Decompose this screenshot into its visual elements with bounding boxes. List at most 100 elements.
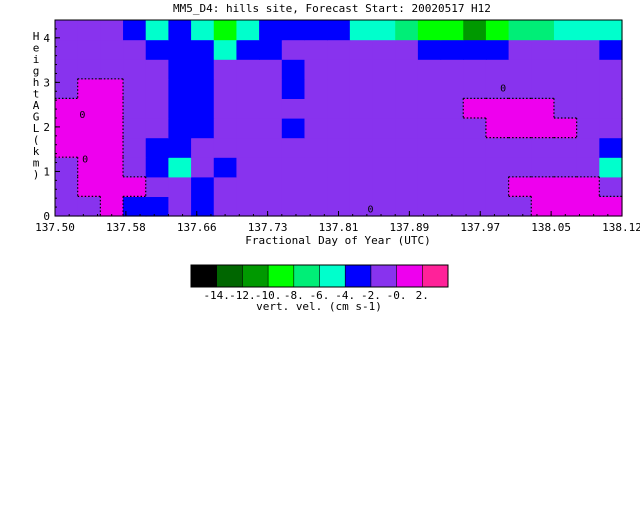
field-cell (576, 118, 600, 139)
field-cell (213, 176, 238, 197)
field-cell (553, 98, 578, 119)
field-cell (304, 118, 328, 139)
field-cell (417, 39, 442, 60)
field-cell (123, 118, 147, 139)
field-cell (259, 98, 283, 119)
field-cell (553, 20, 578, 41)
field-cell (259, 118, 283, 139)
y-axis-title-char: H (33, 30, 40, 43)
colorbar: -14. -12. -10. -8. -6. -4. -2. -0. 2. (190, 264, 449, 302)
field-cell (327, 196, 351, 217)
field-cell (372, 176, 396, 197)
y-axis-title-char: h (33, 76, 40, 89)
field-cell (168, 39, 192, 60)
field-cell (531, 59, 555, 80)
field-cell (77, 196, 101, 217)
field-cell (259, 59, 283, 80)
field-cell (417, 59, 442, 80)
field-cell (281, 137, 306, 158)
field-cell (417, 78, 442, 99)
field-cell (485, 78, 510, 99)
field-cell (213, 39, 238, 60)
field-cell (349, 196, 374, 217)
field-cell (259, 176, 283, 197)
field-cell (395, 20, 419, 41)
field-cell (349, 78, 374, 99)
field-cell (259, 39, 283, 60)
field-cell (145, 59, 169, 80)
field-cell (100, 157, 124, 178)
field-cell (417, 196, 442, 217)
field-cell (349, 176, 374, 197)
field-cell (576, 78, 600, 99)
contour-label: 0 (82, 155, 88, 166)
field-cell (191, 20, 215, 41)
field-cell (553, 196, 578, 217)
field-cell (576, 196, 600, 217)
field-cell (485, 98, 510, 119)
colorbar-label: vert. vel. (cm s-1) (256, 300, 382, 313)
field-cell (553, 78, 578, 99)
field-cell (417, 137, 442, 158)
field-cell (191, 196, 215, 217)
field-cell (55, 39, 79, 60)
field-cell (77, 39, 101, 60)
field-cell (395, 157, 419, 178)
field-cell (531, 196, 555, 217)
field-cell (417, 157, 442, 178)
field-cell (55, 176, 79, 197)
field-cell (372, 78, 396, 99)
field-cell (281, 98, 306, 119)
field-cell (168, 176, 192, 197)
field-cell (281, 196, 306, 217)
field-cell (599, 176, 623, 197)
field-cell (463, 78, 487, 99)
y-tick-label: 4 (43, 32, 50, 45)
field-cell (281, 157, 306, 178)
field-cell (191, 39, 215, 60)
field-cell (463, 20, 487, 41)
field-cell (463, 118, 487, 139)
colorbar-swatch (319, 265, 346, 287)
field-cell (599, 157, 623, 178)
field-cell (236, 196, 260, 217)
field-cell (372, 157, 396, 178)
field-cell (553, 157, 578, 178)
field-cell (55, 137, 79, 158)
field-cell (77, 59, 101, 80)
field-cell (485, 118, 510, 139)
colorbar-swatch (396, 265, 423, 287)
field-cell (191, 118, 215, 139)
y-axis-title-char: ( (33, 134, 40, 147)
field-cell (508, 137, 532, 158)
colorbar-swatch (370, 265, 397, 287)
field-cell (191, 176, 215, 197)
colorbar-tick-label: -2. (361, 289, 381, 302)
colorbar-swatch (242, 265, 269, 287)
field-cell (145, 176, 169, 197)
field-cell (236, 98, 260, 119)
field-cell (168, 20, 192, 41)
field-cell (191, 78, 215, 99)
field-cell (599, 118, 623, 139)
field-cell (145, 196, 169, 217)
field-cell (531, 137, 555, 158)
field-cell (485, 176, 510, 197)
field-cell (281, 176, 306, 197)
field-cell (463, 196, 487, 217)
field-cell (213, 196, 238, 217)
field-cell (304, 78, 328, 99)
field-cell (100, 39, 124, 60)
field-cell (145, 157, 169, 178)
field-cell (213, 78, 238, 99)
field-cell (123, 20, 147, 41)
field-cell (55, 196, 79, 217)
field-cell (191, 59, 215, 80)
field-cell (236, 20, 260, 41)
field-cell (349, 20, 374, 41)
field-cell (417, 118, 442, 139)
field-cell (440, 39, 464, 60)
field-cell (395, 59, 419, 80)
field-cell (123, 196, 147, 217)
field-cell (145, 20, 169, 41)
